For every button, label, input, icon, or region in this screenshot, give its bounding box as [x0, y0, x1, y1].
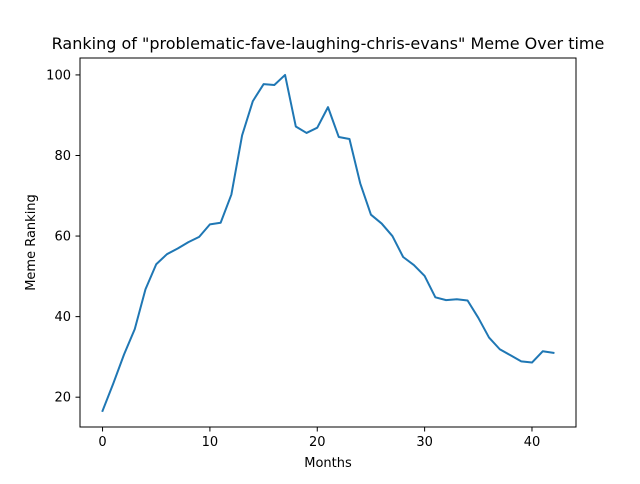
y-tick-label: 40 [54, 310, 71, 325]
x-tick-label: 30 [416, 435, 433, 450]
y-tick-label: 60 [54, 230, 71, 245]
y-tick-label: 20 [54, 391, 71, 406]
y-tick-label: 100 [46, 68, 71, 83]
x-axis: 0 10 20 30 40 [98, 427, 540, 450]
plot-area [79, 57, 577, 428]
y-tick-label: 80 [54, 149, 71, 164]
chart-title: Ranking of "problematic-fave-laughing-ch… [52, 34, 605, 53]
x-tick-label: 0 [98, 435, 106, 450]
x-tick-label: 40 [524, 435, 541, 450]
y-axis-label: Meme Ranking [24, 194, 39, 291]
x-tick-label: 10 [202, 435, 219, 450]
series-layer [101, 73, 555, 413]
series-line-0 [101, 73, 555, 413]
y-axis: 20 40 60 80 100 [46, 68, 80, 406]
x-axis-label: Months [304, 456, 352, 471]
x-tick-label: 20 [309, 435, 326, 450]
